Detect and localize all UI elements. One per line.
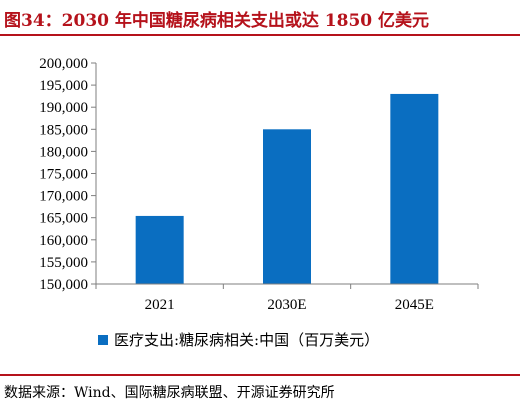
y-tick-label: 185,000	[39, 122, 88, 138]
x-tick-label: 2021	[145, 297, 175, 313]
source-note: 数据来源：Wind、国际糖尿病联盟、开源证券研究所	[4, 385, 335, 401]
y-tick-label: 195,000	[39, 78, 88, 94]
bar-series	[135, 93, 439, 284]
y-tick-label: 160,000	[39, 233, 88, 249]
y-tick-label: 180,000	[39, 144, 88, 160]
bar-2045E	[390, 93, 439, 284]
x-tick-label: 2030E	[267, 297, 306, 313]
y-tick-label: 190,000	[39, 100, 88, 116]
y-tick-label: 175,000	[39, 167, 88, 183]
y-tick-label: 165,000	[39, 211, 88, 227]
title-rule	[0, 34, 520, 36]
legend: 医疗支出:糖尿病相关:中国（百万美元）	[98, 329, 379, 350]
bar-2030E	[263, 129, 311, 284]
y-axis: 150,000 155,000 160,000 165,000 170,000 175,0…	[39, 56, 97, 293]
chart-title: 图34：2030 年中国糖尿病相关支出或达 1850 亿美元	[4, 11, 430, 31]
bar-2021	[135, 215, 184, 284]
x-tick-label: 2045E	[395, 297, 434, 313]
y-tick-label: 170,000	[39, 189, 88, 205]
legend-label: 医疗支出:糖尿病相关:中国（百万美元）	[114, 331, 380, 349]
legend-swatch	[98, 334, 108, 345]
y-tick-label: 155,000	[39, 255, 88, 271]
bar-chart: 150,000 155,000 160,000 165,000 170,000 175,0…	[39, 56, 479, 313]
y-tick-label: 150,000	[39, 277, 88, 293]
y-tick-label: 200,000	[39, 56, 88, 72]
x-axis: 2021 2030E 2045E	[95, 283, 479, 313]
source-rule	[0, 374, 520, 376]
